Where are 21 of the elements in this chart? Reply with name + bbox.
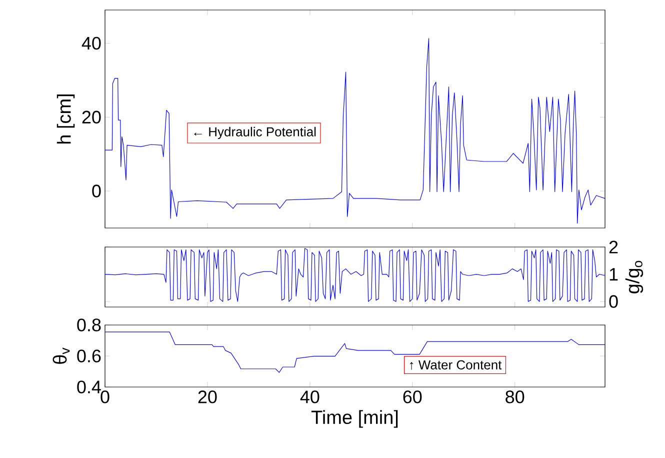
annotation: ↑ Water Content	[410, 360, 502, 370]
y-tick-label: 0.8	[77, 318, 101, 332]
y2-axis-title: g/g$_{o}$	[625, 260, 644, 294]
x-tick-label: 20	[198, 390, 217, 404]
y-tick-label: 0.6	[77, 350, 101, 362]
y-axis-title: θ$_{v}$	[52, 348, 70, 364]
y2-tick-label: 0	[609, 295, 618, 308]
x-axis-title: Time [min]	[311, 410, 398, 428]
line-series	[105, 332, 606, 373]
y-tick-label: 40	[82, 36, 101, 50]
y-tick-label: 0	[92, 184, 101, 198]
x-tick-label: 0	[100, 390, 110, 404]
y2-tick-label: 2	[609, 240, 618, 254]
y2-tick-label: 1	[610, 268, 618, 280]
x-tick-label: 40	[300, 390, 320, 404]
y-axis-title: h [cm]	[56, 94, 75, 144]
annotation: ← Hydraulic Potential	[194, 126, 316, 140]
y-tick-label: 0.4	[77, 380, 101, 394]
x-tick-label: 80	[506, 390, 524, 404]
y-tick-label: 20	[82, 110, 101, 124]
x-tick-label: 60	[403, 390, 422, 404]
